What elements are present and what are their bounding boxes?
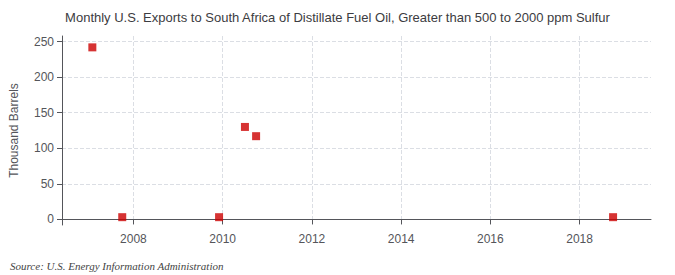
svg-text:150: 150 bbox=[34, 106, 54, 120]
svg-text:Thousand Barrels: Thousand Barrels bbox=[7, 83, 21, 178]
svg-text:50: 50 bbox=[41, 177, 55, 191]
svg-text:200: 200 bbox=[34, 70, 54, 84]
svg-text:2012: 2012 bbox=[299, 232, 326, 246]
svg-text:2010: 2010 bbox=[209, 232, 236, 246]
svg-text:0: 0 bbox=[47, 212, 54, 226]
svg-text:Source: U.S. Energy Informatio: Source: U.S. Energy Information Administ… bbox=[10, 260, 224, 272]
svg-text:100: 100 bbox=[34, 141, 54, 155]
svg-text:2018: 2018 bbox=[566, 232, 593, 246]
svg-text:Monthly U.S. Exports to South: Monthly U.S. Exports to South Africa of … bbox=[65, 10, 610, 25]
svg-text:2014: 2014 bbox=[388, 232, 415, 246]
svg-text:2016: 2016 bbox=[477, 232, 504, 246]
svg-text:250: 250 bbox=[34, 35, 54, 49]
svg-text:2008: 2008 bbox=[120, 232, 147, 246]
